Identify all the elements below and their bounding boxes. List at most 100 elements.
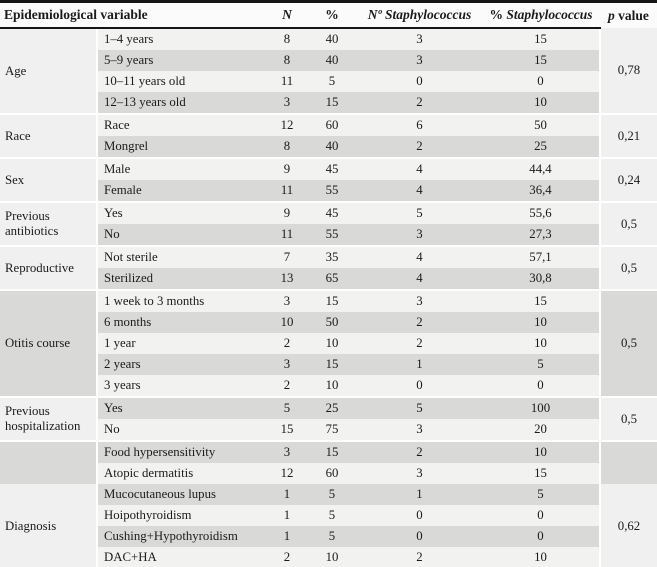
cell-variable: No	[97, 419, 267, 441]
col-header-staph-pct-word: Staphylococcus	[506, 7, 593, 22]
cell-p-value: 0,78	[599, 28, 657, 114]
cell-n: 11	[267, 180, 307, 202]
cell-staph-n: 2	[357, 92, 482, 114]
col-header-p-value: p value	[600, 1, 657, 28]
table-row: Otitis course 1 week to 3 months 3 15 3 15 0,5	[0, 289, 657, 397]
cell-variable: Atopic dermatitis	[97, 463, 267, 484]
cell-n: 1	[267, 505, 307, 526]
cell-variable: 10–11 years old	[97, 71, 267, 92]
cell-variable: 1 year	[97, 333, 267, 354]
cell-staph-n: 5	[357, 396, 482, 419]
cell-pct: 45	[307, 157, 357, 180]
cell-staph-pct: 10	[482, 333, 600, 354]
cell-n: 10	[267, 312, 307, 333]
cell-pct: 10	[307, 547, 357, 567]
cell-staph-pct: 5	[482, 484, 600, 505]
cell-variable: 2 years	[97, 354, 267, 375]
cell-staph-n: 0	[357, 505, 482, 526]
cell-variable: Race	[97, 113, 267, 136]
cell-variable: No	[97, 224, 267, 246]
cell-staph-n: 2	[357, 547, 482, 567]
col-header-p-word: value	[618, 7, 649, 23]
cell-pct: 55	[307, 180, 357, 202]
table-body: Age 1–4 years 8 40 3 15 0,78 5–9 years 8 40 3 15 10–…	[0, 28, 657, 567]
cell-pct: 15	[307, 92, 357, 114]
table-row: DAC+HA 2 10 2 10	[0, 547, 657, 567]
table-row: Atopic dermatitis 12 60 3 15	[0, 463, 657, 484]
col-header-pct-label: %	[325, 7, 339, 22]
cell-n: 13	[267, 268, 307, 290]
cell-n: 5	[267, 396, 307, 419]
cell-staph-pct: 0	[482, 505, 600, 526]
table-row: No 15 75 3 20	[0, 419, 657, 441]
cell-pct: 15	[307, 289, 357, 312]
cell-pct: 5	[307, 505, 357, 526]
cell-pct: 75	[307, 419, 357, 441]
group-label: Previous hospitalization	[0, 396, 98, 441]
cell-n: 8	[267, 50, 307, 71]
cell-staph-pct: 36,4	[482, 180, 600, 202]
cell-pct: 35	[307, 245, 357, 268]
table-row: 2 years 3 15 1 5	[0, 354, 657, 375]
cell-n: 1	[267, 484, 307, 505]
cell-staph-pct: 5	[482, 354, 600, 375]
table-row: Race Race 12 60 6 50 0,21	[0, 113, 657, 158]
header-row: Epidemiological variable N % Nº Staphylo…	[0, 1, 657, 29]
cell-staph-pct: 0	[482, 71, 600, 92]
cell-variable: Yes	[97, 201, 267, 224]
cell-staph-n: 3	[357, 419, 482, 441]
cell-pct: 55	[307, 224, 357, 246]
cell-pct: 45	[307, 201, 357, 224]
table-row: Age 1–4 years 8 40 3 15 0,78	[0, 28, 657, 114]
cell-p-value-spacer	[599, 440, 657, 484]
group-label: Reproductive	[0, 245, 98, 290]
group-label: Sex	[0, 157, 98, 202]
cell-staph-n: 0	[357, 375, 482, 397]
col-header-staph-n: Nº Staphylococcus	[357, 1, 482, 29]
cell-staph-n: 4	[357, 157, 482, 180]
cell-n: 7	[267, 245, 307, 268]
col-header-epidemiological-variable: Epidemiological variable	[0, 1, 267, 29]
cell-staph-pct: 10	[482, 440, 600, 463]
cell-p-value: 0,24	[599, 157, 657, 202]
table-row: Sterilized 13 65 4 30,8	[0, 268, 657, 290]
cell-staph-n: 0	[357, 526, 482, 547]
cell-variable: Cushing+Hypothyroidism	[97, 526, 267, 547]
cell-n: 11	[267, 71, 307, 92]
table-row: 5–9 years 8 40 3 15	[0, 50, 657, 71]
cell-staph-n: 3	[357, 28, 482, 50]
table-row: 1 year 2 10 2 10	[0, 333, 657, 354]
cell-staph-n: 1	[357, 354, 482, 375]
col-header-n: N	[267, 1, 307, 29]
table-row: Cushing+Hypothyroidism 1 5 0 0	[0, 526, 657, 547]
cell-p-value: 0,5	[599, 396, 657, 441]
cell-staph-pct: 15	[482, 50, 600, 71]
cell-pct: 50	[307, 312, 357, 333]
cell-variable: 1–4 years	[97, 28, 267, 50]
cell-staph-pct: 10	[482, 312, 600, 333]
cell-staph-pct: 27,3	[482, 224, 600, 246]
cell-staph-pct: 25	[482, 136, 600, 158]
cell-p-value: 0,5	[599, 289, 657, 397]
cell-staph-n: 3	[357, 463, 482, 484]
group-label: Previous antibiotics	[0, 201, 98, 246]
group-label: Otitis course	[0, 289, 98, 397]
cell-n: 12	[267, 113, 307, 136]
cell-staph-n: 4	[357, 180, 482, 202]
cell-staph-pct: 10	[482, 547, 600, 567]
group-label-spacer	[0, 440, 98, 484]
cell-pct: 60	[307, 113, 357, 136]
table-row: Food hypersensitivity 3 15 2 10	[0, 440, 657, 484]
cell-n: 8	[267, 28, 307, 50]
cell-staph-pct: 10	[482, 92, 600, 114]
cell-staph-n: 2	[357, 136, 482, 158]
col-header-staph-pct-prefix: %	[489, 7, 503, 22]
cell-staph-n: 5	[357, 201, 482, 224]
cell-variable: Mucocutaneous lupus	[97, 484, 267, 505]
cell-staph-pct: 0	[482, 526, 600, 547]
cell-pct: 60	[307, 463, 357, 484]
group-label: Diagnosis	[0, 484, 98, 567]
cell-n: 11	[267, 224, 307, 246]
cell-n: 8	[267, 136, 307, 158]
table-row: Mongrel 8 40 2 25	[0, 136, 657, 158]
